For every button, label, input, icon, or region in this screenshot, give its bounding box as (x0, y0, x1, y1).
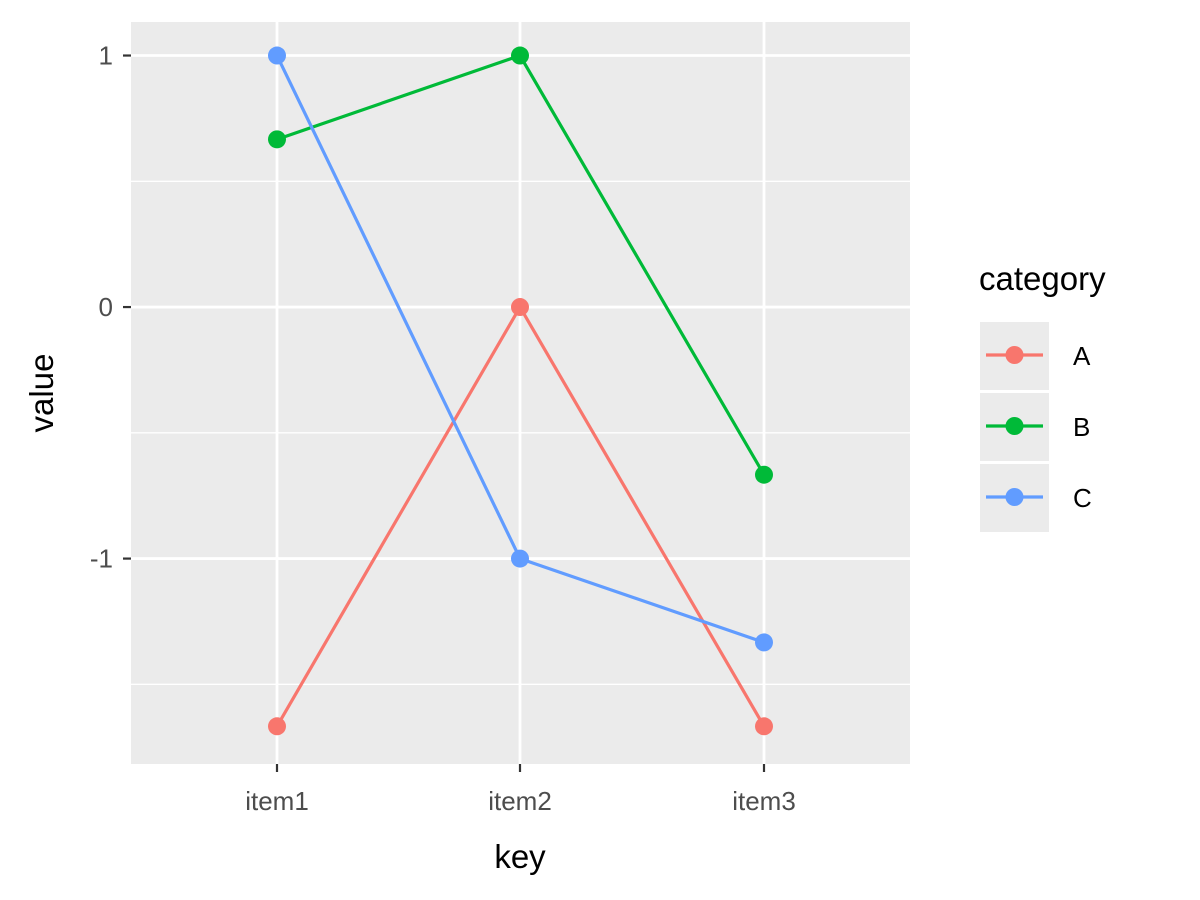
legend: category A B C (979, 260, 1106, 532)
y-tick-label: 0 (99, 292, 113, 322)
legend-keys: A B C (980, 322, 1092, 532)
x-tick-label: item2 (488, 786, 552, 816)
data-point-b (511, 46, 529, 65)
data-point-c (755, 633, 773, 652)
data-point-b (755, 465, 773, 484)
legend-label-a: A (1073, 341, 1091, 371)
legend-title: category (979, 260, 1106, 297)
series-points (268, 46, 773, 736)
legend-key-point-b (1005, 417, 1024, 435)
data-point-c (511, 549, 529, 568)
data-point-c (268, 46, 286, 65)
data-point-a (268, 717, 286, 736)
legend-label-c: C (1073, 483, 1092, 513)
data-point-b (268, 130, 286, 149)
x-tick-label: item1 (245, 786, 309, 816)
y-tick-label: 1 (99, 41, 113, 71)
legend-key-point-a (1005, 346, 1024, 364)
y-axis-title: value (23, 354, 60, 433)
data-point-a (511, 298, 529, 317)
legend-key-point-c (1005, 488, 1024, 506)
x-axis: item1 item2 item3 (245, 764, 796, 816)
x-tick-label: item3 (732, 786, 796, 816)
data-point-a (755, 717, 773, 736)
y-tick-label: -1 (90, 544, 113, 574)
legend-label-b: B (1073, 412, 1090, 442)
y-axis: -1 0 1 (90, 41, 131, 574)
x-axis-title: key (494, 838, 546, 875)
